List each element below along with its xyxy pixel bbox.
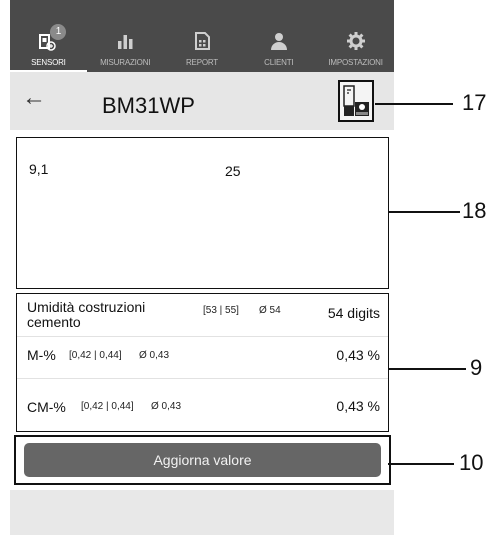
value-reading: 54 digits <box>327 305 380 321</box>
nav-label: MISURAZIONI <box>100 58 151 67</box>
value-row-cm-percent: CM-% [0,42 | 0,44] Ø 0,43 0,43 % <box>17 378 388 431</box>
nav-label: IMPOSTAZIONI <box>328 58 383 67</box>
bar-chart-icon <box>114 30 136 52</box>
sensor-header: ← BM31WP <box>10 72 394 130</box>
arrow-left-icon[interactable]: ← <box>22 84 46 111</box>
notification-badge: 1 <box>50 24 67 40</box>
callout-number-10: 10 <box>459 450 484 475</box>
nav-label: REPORT <box>185 58 218 67</box>
nav-tab-sensori[interactable]: 1 SENSORI <box>10 0 87 72</box>
callout-number-9: 9 <box>470 355 483 380</box>
nav-tab-misurazioni[interactable]: MISURAZIONI <box>87 0 164 72</box>
value-reading: 0,43 % <box>336 398 380 414</box>
graph-left-value: 9,1 <box>29 161 49 177</box>
rec-icon <box>343 85 369 116</box>
nav-label: CLIENTI <box>264 58 294 67</box>
gear-icon <box>345 30 367 52</box>
update-button-frame: Aggiorna valore <box>14 435 391 485</box>
value-range: [53 | 55] <box>203 305 239 316</box>
sensor-icon: 1 <box>37 24 67 52</box>
nav-label: SENSORI <box>31 58 66 67</box>
callout-line-18 <box>388 211 460 213</box>
user-icon <box>268 30 290 52</box>
nav-tab-report[interactable]: REPORT <box>164 0 241 72</box>
value-row-humidity: Umidità costruzioni cemento [53 | 55] Ø … <box>17 294 388 337</box>
app-screen: 1 SENSORI MISURAZIONI REPORT CLIENTI <box>10 0 394 535</box>
callout-line-10 <box>388 463 454 465</box>
measurement-graph: 9,1 25 <box>16 137 389 289</box>
value-average: Ø 0,43 <box>139 350 170 361</box>
value-reading: 0,43 % <box>336 347 380 363</box>
value-range: [0,42 | 0,44] <box>81 401 134 412</box>
top-nav: 1 SENSORI MISURAZIONI REPORT CLIENTI <box>10 0 394 72</box>
footer-bar <box>10 490 394 535</box>
callout-number-17: 17 <box>462 90 487 115</box>
update-value-button[interactable]: Aggiorna valore <box>24 443 381 477</box>
value-row-m-percent: M-% [0,42 | 0,44] Ø 0,43 0,43 % <box>17 336 388 379</box>
value-average: Ø 54 <box>259 305 281 316</box>
report-icon <box>191 30 213 52</box>
callout-number-18: 18 <box>462 198 487 223</box>
callout-line-17 <box>375 103 453 105</box>
value-label: M-% <box>27 347 56 363</box>
nav-tab-impostazioni[interactable]: IMPOSTAZIONI <box>317 0 394 72</box>
value-label: Umidità costruzioni cemento <box>27 299 146 330</box>
callout-line-9 <box>388 368 466 370</box>
graph-right-value: 25 <box>225 163 241 179</box>
value-range: [0,42 | 0,44] <box>69 350 122 361</box>
nav-tab-clienti[interactable]: CLIENTI <box>240 0 317 72</box>
value-average: Ø 0,43 <box>151 401 182 412</box>
page-title: BM31WP <box>102 93 195 118</box>
value-label: CM-% <box>27 399 66 415</box>
rec-button[interactable] <box>338 80 374 122</box>
measurement-values: Umidità costruzioni cemento [53 | 55] Ø … <box>16 293 389 432</box>
